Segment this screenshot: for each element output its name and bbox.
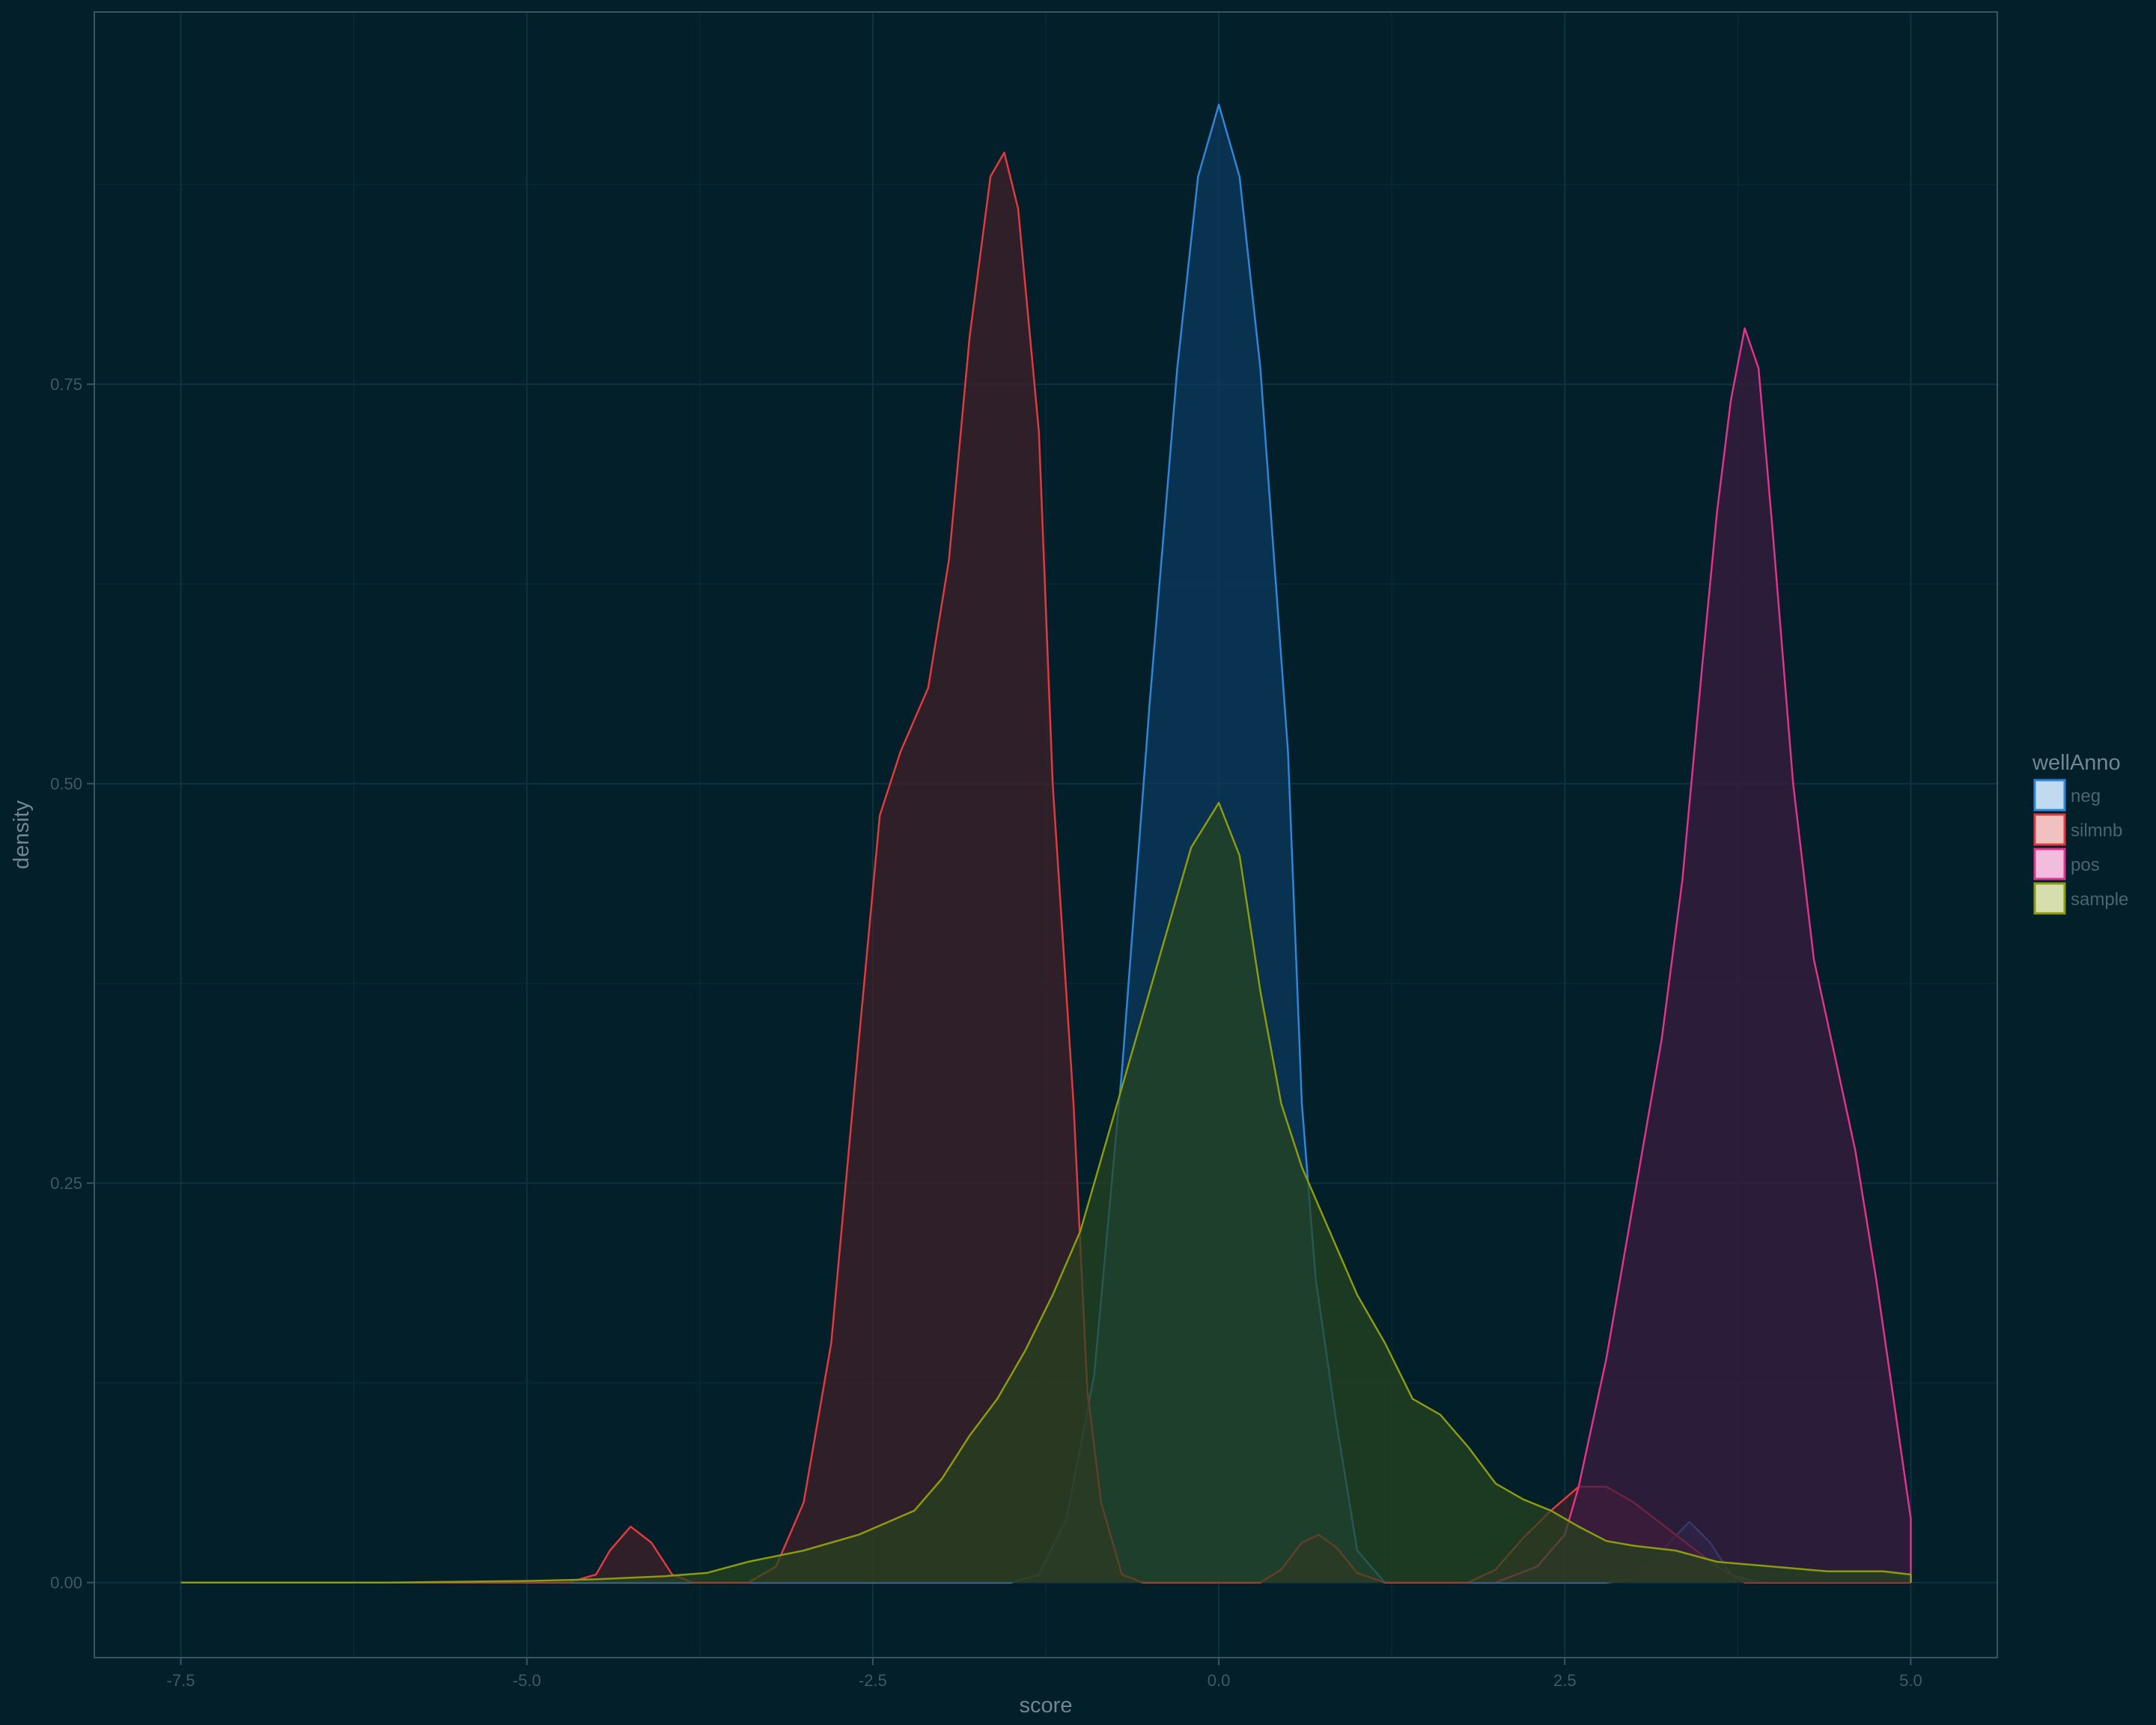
x-tick-label: -2.5 [859, 1671, 887, 1690]
x-tick-label: 2.5 [1553, 1671, 1577, 1690]
legend-swatch-neg [2033, 779, 2066, 812]
y-axis-ticks: 0.00 0.25 0.50 0.75 [50, 375, 94, 1592]
density-area-silmnb [180, 152, 1911, 1583]
legend-swatch-silmnb [2033, 813, 2066, 846]
y-tick-label: 0.25 [50, 1174, 82, 1193]
legend-title: wellAnno [2032, 751, 2121, 775]
legend-items: neg silmnb pos sample [2033, 779, 2128, 915]
density-area-sample [180, 803, 1911, 1583]
x-tick-label: 5.0 [1899, 1671, 1922, 1690]
y-tick-label: 0.50 [50, 775, 82, 794]
y-tick-label: 0.75 [50, 375, 82, 394]
legend-label-silmnb: silmnb [2071, 821, 2122, 841]
x-tick-label: -7.5 [167, 1671, 195, 1690]
y-tick-label: 0.00 [50, 1574, 82, 1592]
y-axis-title: density [10, 800, 34, 869]
series-layer [180, 103, 1912, 1583]
x-tick-label: 0.0 [1208, 1671, 1231, 1690]
x-axis-title: score [1020, 1694, 1073, 1718]
x-axis-ticks: -7.5 -5.0 -2.5 0.0 2.5 5.0 [167, 1658, 1922, 1690]
panel-border [94, 11, 1998, 1658]
legend: wellAnno neg silmnb pos sample [2032, 751, 2128, 915]
density-line-sample [180, 802, 1912, 1583]
density-area-pos [1495, 328, 1911, 1583]
density-line-pos [1495, 327, 1912, 1583]
legend-label-neg: neg [2071, 786, 2101, 806]
legend-swatch-sample [2033, 882, 2066, 915]
legend-label-sample: sample [2071, 889, 2128, 910]
legend-swatch-pos [2033, 848, 2066, 880]
legend-label-pos: pos [2071, 855, 2100, 875]
x-tick-label: -5.0 [513, 1671, 541, 1690]
